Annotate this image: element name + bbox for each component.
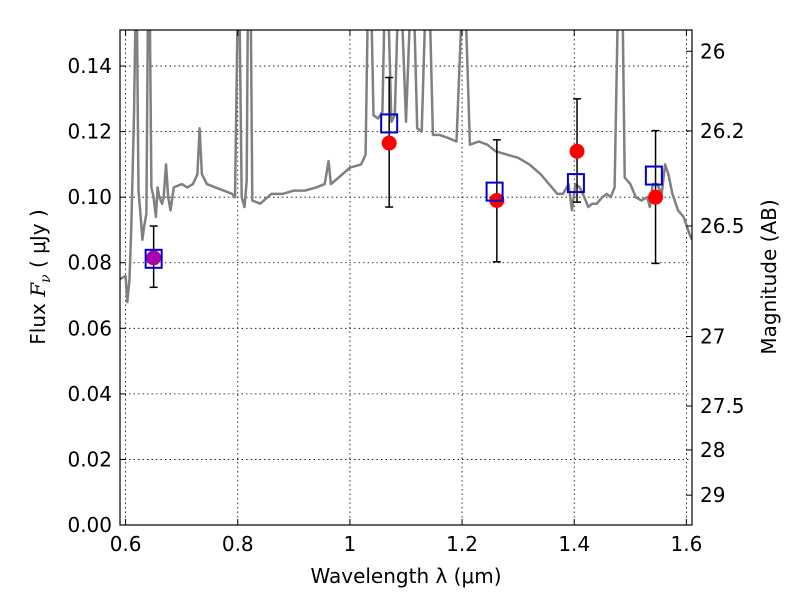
y-tick-label: 0.10 [67,185,112,209]
model-flux-square [144,248,163,269]
x-tick-label: 1.4 [558,532,590,556]
y2-tick-label: 27.5 [700,394,745,418]
x-axis-label: Wavelength λ (μm) [310,564,501,588]
x-tick-label: 0.8 [222,532,254,556]
x-tick-label: 1.6 [670,532,702,556]
y2-tick-label: 26.5 [700,214,745,238]
x-tick-label: 0.6 [110,532,142,556]
model-flux-square [566,173,585,194]
y2-tick-label: 29 [700,483,725,507]
model-flux-square [644,165,663,186]
model-flux-square [485,181,504,202]
y-tick-label: 0.04 [67,382,112,406]
y-axis-label-subscript: ν [38,274,54,283]
y-tick-label: 0.14 [67,54,112,78]
y2-tick-label: 26.2 [700,119,745,143]
observed-flux-point [146,250,162,266]
plot-frame [119,29,693,526]
observed-flux-point [648,189,664,205]
y-tick-label: 0.02 [67,447,112,471]
y-axis-label: Flux Fν ( μJy ) [26,209,54,344]
y-axis-label-variable: F [26,282,50,298]
axis-layer: 0.6 0.8 1 1.2 1.4 1.6 0.00 0.02 0.04 0.06 0.08 0.10… [67,30,745,556]
model-flux-square [380,113,399,134]
x-tick-label: 1.2 [446,532,478,556]
y-tick-label: 0.08 [67,251,112,275]
model-spectrum-line [120,30,692,304]
y-tick-label: 0.06 [67,316,112,340]
y2-tick-label: 26 [700,39,725,63]
y2-tick-label: 28 [700,438,725,462]
x-tick-label: 1 [344,532,357,556]
observed-flux-point [381,135,397,151]
marker-layer [144,113,664,269]
y-tick-label: 0.00 [67,513,112,537]
y2-axis-label: Magnitude (AB) [757,199,781,354]
y-axis-label-prefix: Flux [26,297,50,345]
y2-tick-label: 27 [700,325,725,349]
y-tick-label: 0.12 [67,120,112,144]
observed-flux-point [569,143,585,159]
y-axis-label-units: ( μJy ) [26,209,50,274]
series-layer [120,30,692,304]
